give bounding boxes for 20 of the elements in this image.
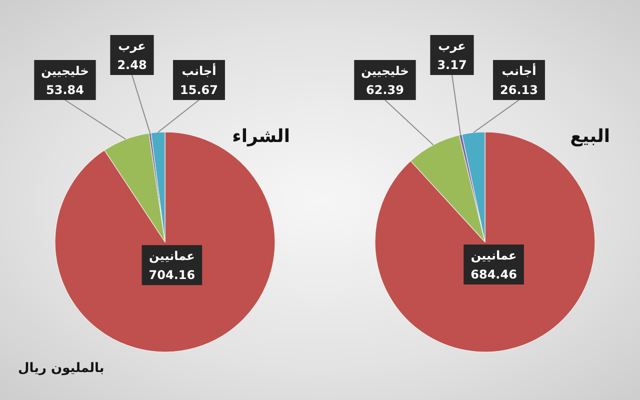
data-label: 2.48 xyxy=(117,58,147,72)
slice-label: عمانيين xyxy=(149,249,195,264)
data-label: 53.84 xyxy=(46,83,84,97)
slice-label: خليجيين xyxy=(361,64,409,78)
slice-label: عمانيين xyxy=(470,248,517,263)
data-label: 704.16 xyxy=(148,268,196,282)
data-label: 15.67 xyxy=(180,83,218,97)
slice-label: أجانب xyxy=(502,63,536,78)
data-label: 62.39 xyxy=(366,83,404,97)
data-label: 3.17 xyxy=(437,58,467,72)
text: البيع xyxy=(570,126,610,147)
text: بالمليون ريال xyxy=(18,361,104,376)
slice-label: أجانب xyxy=(182,63,216,78)
data-label: 684.46 xyxy=(470,268,517,282)
text: الشراء xyxy=(232,126,290,147)
data-label: 26.13 xyxy=(500,83,538,97)
slice-label: خليجيين xyxy=(41,64,89,78)
slice-label: عرب xyxy=(438,39,466,53)
slice-label: عرب xyxy=(118,39,146,53)
pie-slice xyxy=(410,134,486,242)
